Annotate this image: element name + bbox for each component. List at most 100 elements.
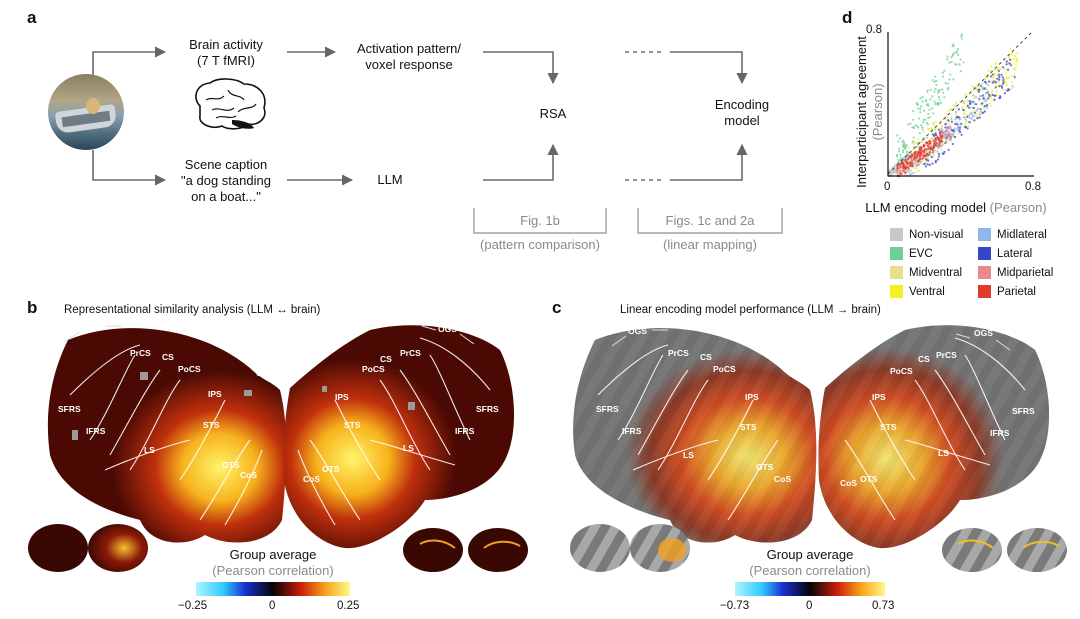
scatter-point [972,114,976,117]
scatter-point [964,126,967,129]
scatter-point [934,132,937,135]
scatter-point [904,173,907,176]
scatter-point [1007,88,1010,91]
scatter-point [935,134,938,137]
scatter-point [975,96,978,99]
scatter-point [934,149,937,152]
scatter-point [1004,88,1007,92]
scatter-point [984,100,987,103]
scatter-point [971,106,974,109]
scatter-point [919,97,922,100]
scatter-point [923,162,926,166]
scatter-point [904,158,907,162]
scatter-point [958,116,961,119]
scatter-point [925,103,928,106]
scatter-point [916,103,920,106]
scatter-point [929,128,933,131]
enc-right-hemisphere [818,325,1050,549]
roi-label-calc-c-left: Calc [793,370,811,380]
roi-label-ots-c-left: OTS [756,462,774,472]
scatter-point [920,124,923,127]
scatter-point [984,80,987,83]
scatter-point [937,155,941,158]
scatter-point [907,164,910,167]
roi-label-ots-b-right: OTS [322,464,340,474]
scatter-point [904,146,907,149]
scatter-point [1007,68,1010,71]
scatter-point [943,96,946,99]
scatter-point [1008,62,1011,65]
scatter-point [903,141,906,145]
scatter-point [960,122,963,125]
roi-label-ips-b-left: IPS [208,389,222,399]
roi-label-calc-b-right: Calc [281,368,299,378]
scatter-point [896,167,899,170]
scatter-point [1012,58,1015,61]
legend-label: Midparietal [997,266,1054,279]
llm-label: LLM [377,172,403,187]
scatter-point [901,169,904,172]
legend-label: EVC [909,247,933,260]
scatter-point [949,135,952,138]
roi-label-cs-b-left: CS [162,352,174,362]
scatter-point [928,108,931,111]
scatter-point [979,103,982,106]
scatter-point [926,136,929,139]
scatter-point [908,146,911,149]
scatter-point [939,141,942,144]
swatch-non-visual [890,228,903,241]
scatter-point [985,88,988,91]
roi-label-sts-c-left: STS [740,422,757,432]
scatter-point [1014,66,1017,69]
rsa-colorbar [196,582,350,596]
enc-tick-min: −0.73 [720,600,750,612]
roi-label-sfrs-c-left: SFRS [596,404,619,414]
caption-line-2: on a boat..." [191,189,261,204]
scatter-point [979,108,982,111]
scatter-point [941,125,944,128]
scatter-series-evc [896,33,965,173]
scatter-point [991,90,994,93]
scatter-point [955,51,958,54]
scatter-point [949,125,952,128]
scatter-point [936,150,939,153]
scatter-point [931,79,934,82]
scatter-point [1005,81,1008,84]
scatter-point [967,113,970,117]
scatter-point [942,91,945,94]
swatch-midparietal [978,266,991,279]
scatter-point [997,66,1000,69]
scatter-point [1003,68,1006,71]
scatter-point [960,133,963,136]
scatter-point [962,108,965,112]
scatter-point [927,159,930,162]
scatter-point [957,53,960,57]
scatter-point [954,111,958,114]
scatter-point [934,138,937,141]
enc-tick-zero: 0 [806,600,813,612]
scatter-point [998,76,1001,79]
scatter-point [932,140,935,143]
scatter-point [897,150,901,153]
scatter-point [958,63,961,66]
scatter-point [994,86,997,89]
scatter-point [931,148,935,151]
scatter-point [959,70,962,73]
scatter-point [976,117,979,120]
scatter-point [921,128,924,131]
scatter-point [914,165,917,168]
enc-map-title: Linear encoding model performance (LLM →… [620,304,881,316]
scatter-point [948,138,951,141]
scatter-point [934,128,937,131]
scatter-point [985,83,989,86]
scatter-point [915,155,918,158]
scatter-point [933,90,936,93]
scatter-point [932,144,935,147]
rsa-left-hemisphere [47,328,287,543]
scatter-point [986,106,989,109]
scatter-point [936,158,940,161]
scatter-point [981,82,984,85]
scatter-point [1014,68,1017,71]
model-label: model [724,113,760,128]
scatter-point [941,131,944,134]
